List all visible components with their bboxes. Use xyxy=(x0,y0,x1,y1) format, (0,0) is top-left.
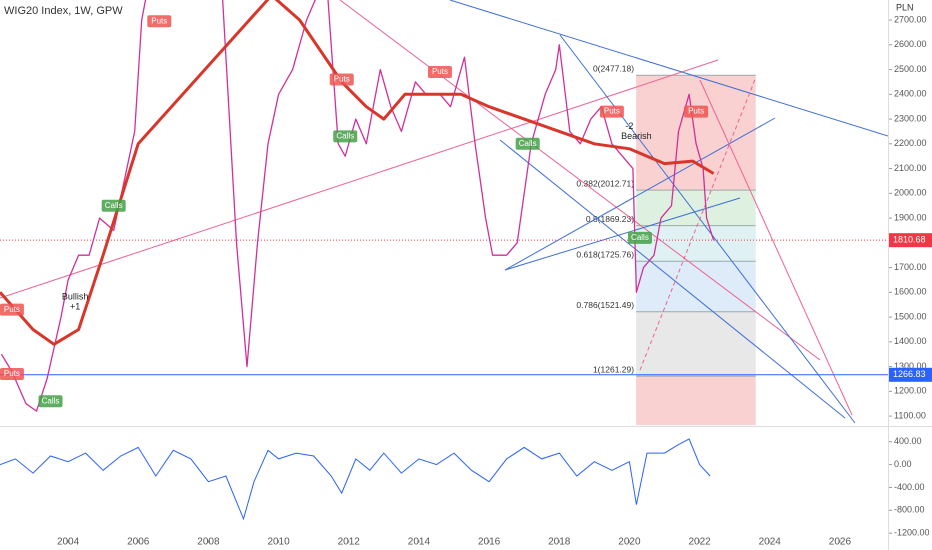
fib-band xyxy=(636,376,756,425)
fib-group: 0(2477.18) 0.382(2012.71) 0.5(1869.23) 0.61… xyxy=(576,63,756,425)
signal-label: Puts xyxy=(4,305,20,314)
signal-label: Puts xyxy=(334,75,350,84)
price-tag-label: 1266.83 xyxy=(893,369,926,379)
signal-box xyxy=(147,15,172,28)
signal-label: Puts xyxy=(432,67,448,76)
trend-line xyxy=(504,117,776,271)
signal-box xyxy=(0,303,24,316)
signal-label: Calls xyxy=(336,131,354,140)
y-tick-label: 2100.00 xyxy=(894,163,927,173)
x-tick-label: 2018 xyxy=(548,537,571,548)
fib-label: 1(1261.29) xyxy=(593,364,634,374)
x-tick-label: 2004 xyxy=(57,537,80,548)
fib-label: 0.618(1725.76) xyxy=(576,249,634,259)
annotation: +1 xyxy=(70,302,80,312)
y-axis-label: PLN xyxy=(896,2,914,12)
x-tick-label: 2026 xyxy=(829,537,852,548)
signal-label: Puts xyxy=(688,107,704,116)
signal-box xyxy=(627,231,652,244)
signal-box xyxy=(0,368,24,381)
y-tick-label: 2300.00 xyxy=(894,113,927,123)
y-tick-label: 1700.00 xyxy=(894,262,927,272)
oscillator xyxy=(0,438,711,521)
x-tick-label: 2014 xyxy=(408,537,431,548)
y-tick-label: 2700.00 xyxy=(894,14,927,24)
fib-label: 0(2477.18) xyxy=(593,63,634,73)
chart-title: WIG20 Index, 1W, GPW xyxy=(4,5,123,17)
signal-box xyxy=(329,73,354,86)
y-tick-label: 2400.00 xyxy=(894,89,927,99)
trend-line xyxy=(449,0,888,137)
y-tick-label: 2000.00 xyxy=(894,188,927,198)
oscillator-line xyxy=(0,438,711,521)
fib-band xyxy=(636,261,756,312)
y-tick-label: -800.00 xyxy=(894,505,925,515)
y-tick-label: 1100.00 xyxy=(894,410,926,420)
trend-line xyxy=(499,139,846,419)
annotation: Bullish xyxy=(62,292,89,302)
signal-label: Calls xyxy=(105,201,123,210)
signal-box xyxy=(101,199,126,212)
y-tick-label: 1900.00 xyxy=(894,212,927,222)
plot: Puts Puts Calls Calls Puts Puts Calls Puts Calls… xyxy=(0,0,888,412)
x-tick-label: 2008 xyxy=(197,537,220,548)
trend-line xyxy=(0,59,719,299)
signal-box xyxy=(333,130,358,143)
annotation: -2 xyxy=(625,121,633,131)
y-tick-label: 2500.00 xyxy=(894,64,927,74)
signal-box xyxy=(427,66,452,79)
series-line xyxy=(0,0,715,412)
y-tick-label: 1600.00 xyxy=(894,287,927,297)
y-tick-label: 2200.00 xyxy=(894,138,927,148)
x-tick-label: 2020 xyxy=(618,537,641,548)
trend-line xyxy=(339,0,821,361)
x-tick-label: 2024 xyxy=(759,537,782,548)
signal-label: Calls xyxy=(42,396,60,405)
axes: 1100.00 1200.00 1300.00 1400.00 1500.00 1600.… xyxy=(57,14,932,548)
signal-label: Calls xyxy=(631,233,649,242)
fib-band xyxy=(636,311,756,377)
y-tick-label: 1400.00 xyxy=(894,336,927,346)
y-tick-label: -400.00 xyxy=(894,482,925,492)
annotation: Bearish xyxy=(621,131,652,141)
x-tick-label: 2010 xyxy=(267,537,290,548)
trend-line xyxy=(504,197,741,271)
signal-label: Calls xyxy=(519,139,537,148)
signal-label: Puts xyxy=(604,107,620,116)
y-tick-label: 1500.00 xyxy=(894,311,927,321)
signal-box xyxy=(599,105,624,118)
signal-box xyxy=(38,395,63,408)
trend-lines xyxy=(0,0,888,424)
trend-line xyxy=(559,34,856,424)
y-tick-label: 400.00 xyxy=(894,436,922,446)
fib-label: 0.786(1521.49) xyxy=(576,300,634,310)
fib-label: 0.382(2012.71) xyxy=(576,178,634,188)
trend-line xyxy=(699,79,853,416)
x-tick-label: 2022 xyxy=(688,537,711,548)
y-tick-label: 2600.00 xyxy=(894,39,927,49)
signal-box xyxy=(684,105,709,118)
fib-band xyxy=(636,190,756,226)
y-tick-label: -1200.00 xyxy=(894,528,930,538)
x-tick-label: 2016 xyxy=(478,537,501,548)
x-tick-label: 2012 xyxy=(338,537,361,548)
y-tick-label: 0.00 xyxy=(894,459,912,469)
x-tick-label: 2006 xyxy=(127,537,150,548)
signal-box xyxy=(515,137,540,150)
price-tag xyxy=(889,367,932,382)
y-tick-label: 1200.00 xyxy=(894,386,927,396)
trend-line xyxy=(639,76,757,371)
series-line xyxy=(0,0,715,346)
fib-label: 0.5(1869.23) xyxy=(586,214,634,224)
price-tag xyxy=(889,233,932,248)
signal-label: Puts xyxy=(4,369,20,378)
fib-band xyxy=(636,75,756,191)
y-tick-label: 1300.00 xyxy=(894,361,927,371)
signal-label: Puts xyxy=(151,16,167,25)
price-tag-label: 1810.68 xyxy=(893,235,926,245)
